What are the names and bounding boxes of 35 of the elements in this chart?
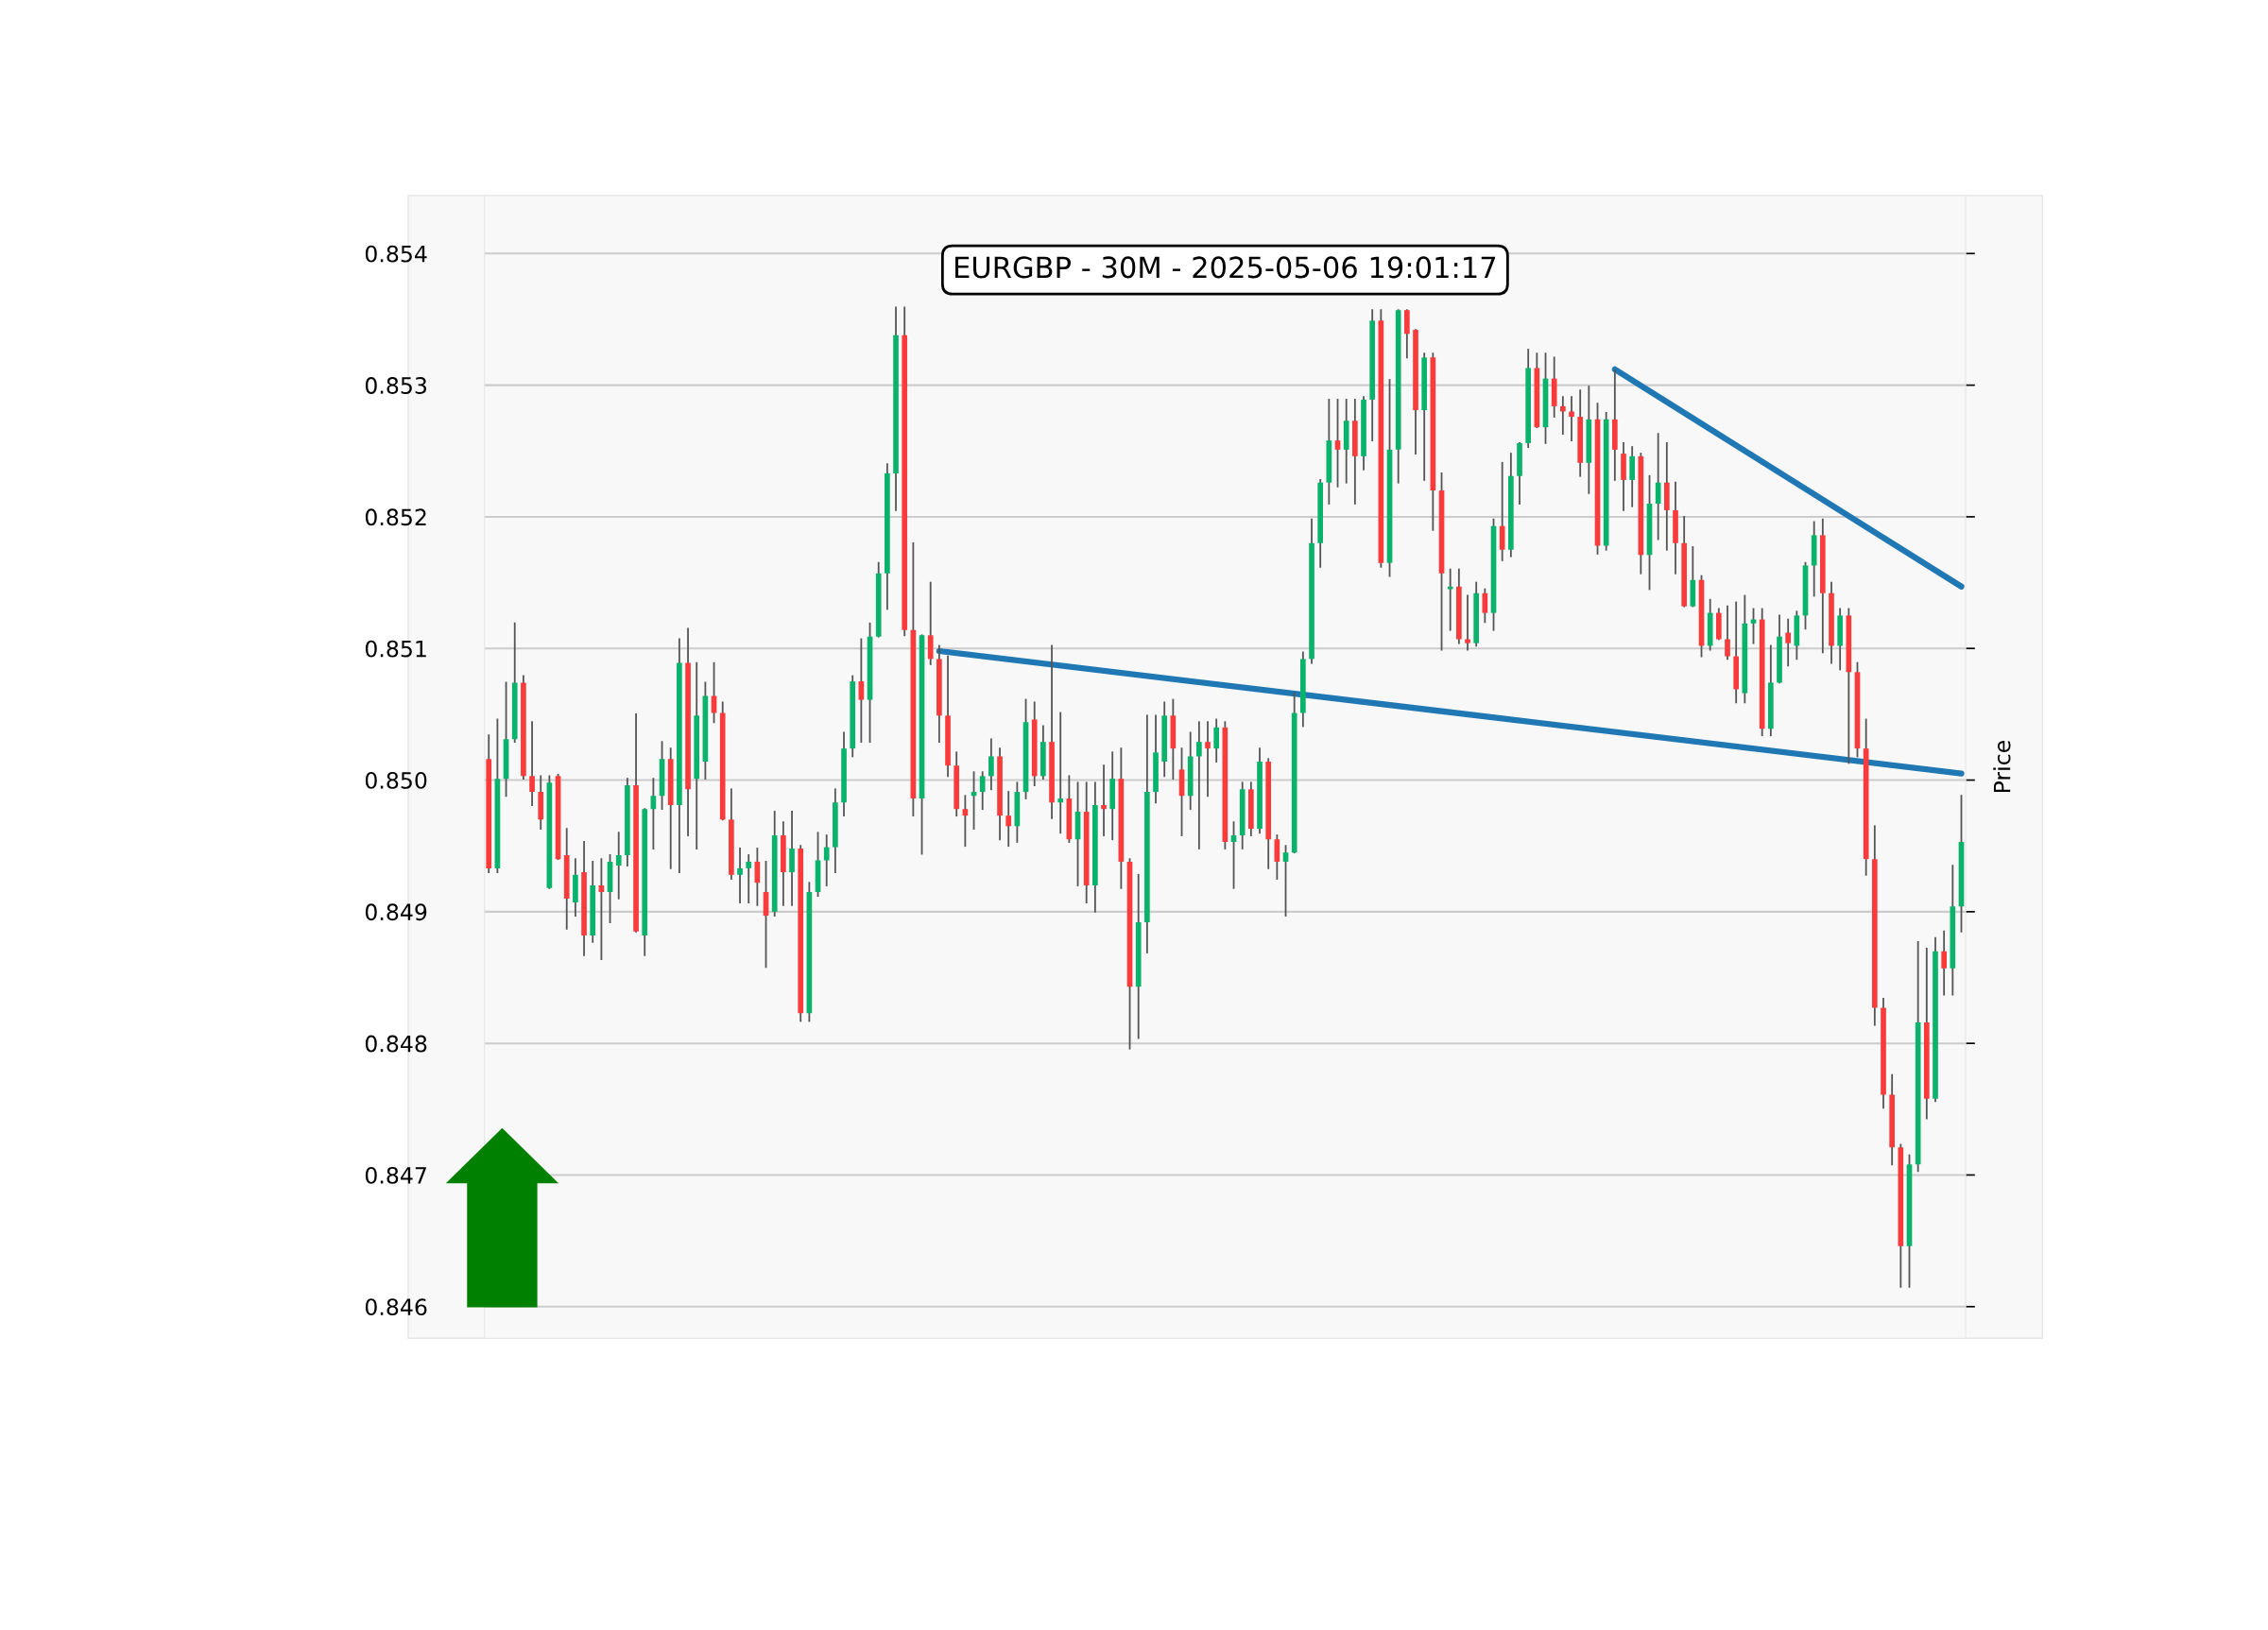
candlestick	[1560, 396, 1566, 436]
candlestick	[988, 738, 994, 791]
candlestick	[979, 771, 986, 811]
y-tick-label: 0.851	[365, 640, 426, 658]
candlestick	[1057, 712, 1064, 834]
candlestick	[1205, 721, 1211, 798]
y-tick-label: 0.850	[365, 771, 427, 789]
y-tick-label: 0.847	[365, 1166, 426, 1184]
y-axis-title: Price	[1993, 741, 2011, 793]
candlestick	[1005, 791, 1012, 848]
candlestick	[615, 832, 622, 900]
candlestick	[1101, 764, 1107, 836]
y-tick-label: 0.852	[365, 508, 426, 526]
candlestick	[1213, 718, 1220, 763]
candlestick	[1196, 721, 1202, 849]
candlestick	[1941, 930, 1948, 996]
y-tick-label: 0.846	[365, 1298, 427, 1316]
candlestick	[1465, 594, 1470, 651]
y-tick-label: 0.848	[365, 1035, 427, 1053]
candlestick	[858, 638, 865, 744]
candlestick	[529, 721, 535, 806]
candlestick	[1334, 399, 1341, 488]
candlestick	[1569, 396, 1574, 442]
candlestick	[1725, 605, 1730, 661]
text: EURGBP - 30M - 2025-05-06 19:01:17	[955, 256, 1496, 279]
candlestick	[1447, 568, 1453, 631]
candlestick	[1282, 845, 1289, 917]
candlestick	[1785, 618, 1792, 667]
candlestick	[746, 854, 752, 904]
y-tick-label: 0.853	[365, 377, 427, 394]
y-tick-label: 0.854	[365, 245, 427, 263]
y-tick-label: 0.849	[365, 903, 427, 921]
candlestick	[1655, 433, 1661, 540]
candlestick	[737, 848, 743, 904]
candlestick	[823, 834, 830, 886]
